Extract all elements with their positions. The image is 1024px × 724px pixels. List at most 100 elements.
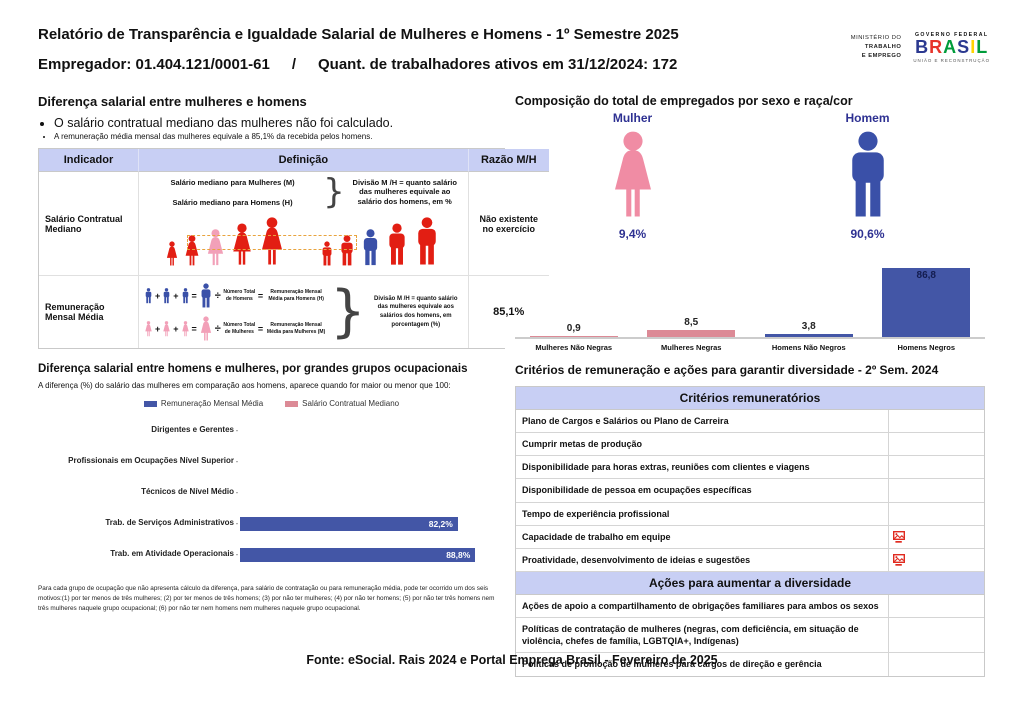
female-percentage: 9,4% <box>618 227 647 241</box>
man-pictogram-icon <box>182 287 188 303</box>
criteria-row: Capacidade de trabalho em equipe <box>516 525 984 549</box>
criteria-row: Disponibilidade para horas extras, reuni… <box>516 456 984 480</box>
gov-federal-label: GOVERNO FEDERAL <box>914 32 989 38</box>
man-pictogram-icon <box>163 287 170 303</box>
criterion-label: Proatividade, desenvolvimento de ideias … <box>516 548 889 571</box>
chart-subtitle: A diferença (%) do salário das mulheres … <box>38 381 451 390</box>
brand-letter: A <box>943 37 958 57</box>
category-label: Trab. em Atividade Operacionais <box>110 549 234 559</box>
section-title: Critérios de remuneração e ações para ga… <box>515 363 939 377</box>
group-header-diversity: Ações para aumentar a diversidade <box>516 571 984 595</box>
ratio-median: Não existente no exercício <box>468 172 549 276</box>
equals-glyph: = <box>191 290 197 301</box>
criterion-label: Capacidade de trabalho em equipe <box>516 525 889 548</box>
man-figure <box>843 131 893 226</box>
bar: 88,8% <box>240 547 476 562</box>
brace-glyph: } <box>330 278 366 344</box>
man-pictogram-icon <box>389 223 406 265</box>
source-footer: Fonte: eSocial. Rais 2024 e Portal Empre… <box>306 653 718 667</box>
criteria-row: Cumprir metas de produção <box>516 433 984 457</box>
ministry-line2: TRABALHO <box>864 43 902 50</box>
man-pictogram-icon <box>145 287 152 303</box>
ministry-line1: MINISTÉRIO DO <box>850 34 902 41</box>
equation-result: Remuneração Mensal Média para Mulheres (… <box>266 322 326 335</box>
criterion-mark-cell <box>889 410 984 432</box>
brand-letter: R <box>929 37 944 57</box>
criterion-mark-cell <box>889 526 984 548</box>
plus-glyph: + <box>155 323 161 334</box>
female-label: Mulher <box>612 111 653 125</box>
composition-chart: 0,9 8,5 3,8 86,8 Mulheres Não Negras Mulheres… <box>515 255 985 352</box>
equation-divisor: Número Total de Homens <box>223 289 256 302</box>
bar-track <box>240 455 505 469</box>
legend-label: Remuneração Mensal Média <box>160 399 264 408</box>
male-percentage: 90,6% <box>850 227 885 241</box>
brand-letter: B <box>915 37 930 57</box>
average-formula: Divisão M /H = quanto salário das mulher… <box>373 295 458 328</box>
bar-slot: 86,8 <box>868 255 986 337</box>
criterion-label: Plano de Cargos e Salários ou Plano de C… <box>516 410 889 433</box>
male-group: Homem 90,6% <box>798 111 938 241</box>
criterion-label: Tempo de experiência profissional <box>516 502 889 525</box>
equals-glyph: = <box>257 323 264 334</box>
chart-footnote: Para cada grupo de ocupação que não apre… <box>38 585 495 612</box>
woman-pictogram-icon <box>208 228 224 265</box>
legend-label: Salário Contratual Mediano <box>302 399 400 408</box>
woman-pictogram-icon <box>181 320 189 336</box>
man-pictogram-icon <box>322 241 332 266</box>
employer-id: Empregador: 01.404.121/0001-61 <box>38 56 270 73</box>
criterion-label: Cumprir metas de produção <box>516 433 889 456</box>
woman-figure <box>608 131 658 226</box>
brand-letter: S <box>957 37 971 57</box>
criterion-label: Ações de apoio a compartilhamento de obr… <box>516 594 889 618</box>
composition-plot: 0,9 8,5 3,8 86,8 <box>515 255 985 339</box>
criterion-mark-cell <box>889 503 984 525</box>
woman-pictogram-icon <box>145 320 152 336</box>
criterion-mark-cell <box>889 479 984 501</box>
criterion-label: Políticas de promoção de mulheres para c… <box>516 653 889 676</box>
brand-letter: L <box>976 37 989 57</box>
axis-tick: - <box>235 519 239 528</box>
bar: 82,2% <box>240 516 458 531</box>
equation-divisor: Número Total de Mulheres <box>223 322 256 335</box>
bar-value-label: 86,8 <box>916 269 936 281</box>
section-title: Diferença salarial entre mulheres e home… <box>38 94 307 109</box>
label-median-women: Salário mediano para Mulheres (M) <box>170 177 295 187</box>
man-pictogram-icon <box>341 234 353 265</box>
equals-glyph: = <box>257 290 264 301</box>
axis-tick: - <box>235 426 239 435</box>
criteria-row: Políticas de promoção de mulheres para c… <box>516 653 984 676</box>
man-figure-icon <box>851 131 884 217</box>
section-pay-gap: Diferença salarial entre mulheres e home… <box>38 94 549 349</box>
section-criteria: Critérios de remuneração e ações para ga… <box>515 363 985 677</box>
col-header-razao: Razão M/H <box>468 149 549 172</box>
category-label: Mulheres Não Negras <box>535 343 613 352</box>
axis-tick: - <box>235 550 239 559</box>
category-label: Trab. de Serviços Administrativos <box>105 518 234 528</box>
bar-slot: 0,9 <box>515 255 633 337</box>
criteria-row: Tempo de experiência profissional <box>516 502 984 526</box>
employer-line: Empregador: 01.404.121/0001-61 / Quant. de… <box>38 56 828 73</box>
broken-image-icon <box>893 530 906 543</box>
bar-value-label: 0,9 <box>566 322 581 334</box>
bar-value-label: 8,5 <box>684 317 699 329</box>
indicator-median-salary: Salário Contratual Mediano <box>39 172 139 276</box>
bullet-median-salary: O salário contratual mediano das mulhere… <box>54 116 505 130</box>
bar-track: 82,2% <box>240 516 505 531</box>
broken-image-icon <box>893 553 906 566</box>
composition-categories: Mulheres Não Negras Mulheres Negras Homens… <box>515 343 985 352</box>
ministry-logo: MINISTÉRIO DO TRABALHO E EMPREGO <box>851 34 902 62</box>
woman-figure-icon <box>614 131 651 217</box>
criteria-row: Ações de apoio a compartilhamento de obr… <box>516 594 984 619</box>
man-pictogram-icon <box>201 282 211 307</box>
bar <box>647 330 736 337</box>
bar-slot: 3,8 <box>750 255 868 337</box>
criteria-row: Proatividade, desenvolvimento de ideias … <box>516 548 984 572</box>
category-label: Homens Não Negros <box>771 343 846 352</box>
report-header: Relatório de Transparência e Igualdade S… <box>38 26 828 73</box>
section-title: Composição do total de empregados por se… <box>515 94 853 108</box>
bar-track: 88,8% <box>240 547 505 562</box>
page-title: Relatório de Transparência e Igualdade S… <box>38 26 679 43</box>
woman-pictogram-icon <box>167 241 178 266</box>
